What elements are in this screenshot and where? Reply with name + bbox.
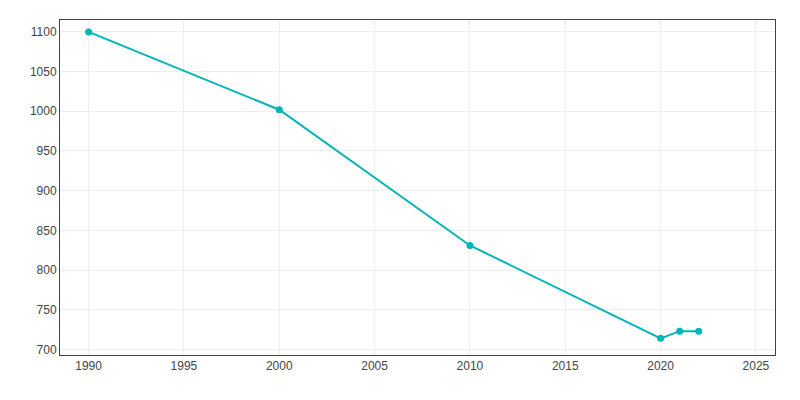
svg-text:2010: 2010 [457, 359, 484, 373]
svg-text:2015: 2015 [552, 359, 579, 373]
svg-text:1990: 1990 [75, 359, 102, 373]
svg-text:700: 700 [37, 343, 57, 357]
svg-text:2005: 2005 [361, 359, 388, 373]
svg-text:850: 850 [37, 224, 57, 238]
svg-text:2025: 2025 [743, 359, 770, 373]
svg-text:2020: 2020 [647, 359, 674, 373]
svg-text:1995: 1995 [171, 359, 198, 373]
svg-text:1100: 1100 [31, 25, 57, 39]
svg-text:800: 800 [37, 263, 57, 277]
svg-text:950: 950 [37, 144, 57, 158]
svg-text:900: 900 [37, 184, 57, 198]
svg-text:750: 750 [37, 303, 57, 317]
svg-text:1050: 1050 [30, 65, 57, 79]
svg-text:2000: 2000 [266, 359, 293, 373]
svg-text:1000: 1000 [30, 104, 57, 118]
